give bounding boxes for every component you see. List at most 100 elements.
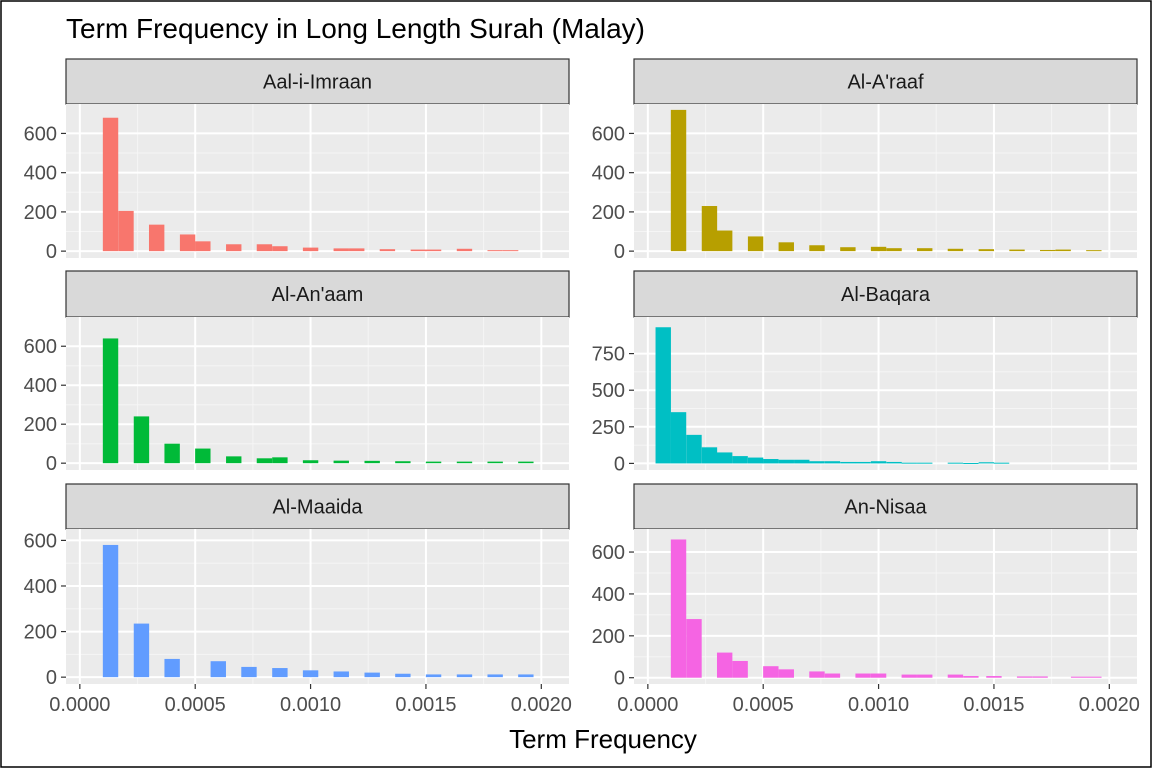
histogram-bar <box>133 623 150 678</box>
y-tick-label: 0 <box>46 241 57 263</box>
facet-panel: Al-An'aam 0 200 400 600 <box>24 270 570 475</box>
y-tick-label: 500 <box>592 380 625 402</box>
x-tick-label: 0.0005 <box>733 694 794 716</box>
y-tick-label: 750 <box>592 344 625 366</box>
histogram-bar <box>502 250 519 252</box>
histogram-bar <box>133 416 150 464</box>
histogram-bar <box>164 443 180 464</box>
facet-strip <box>633 58 1138 105</box>
histogram-bar <box>1086 676 1102 678</box>
facet-strip-label: Al-A'raaf <box>847 72 924 94</box>
y-tick-label: 250 <box>592 417 625 439</box>
histogram-bar <box>809 461 825 464</box>
facet-strip <box>65 270 570 318</box>
histogram-bar <box>917 462 933 464</box>
histogram-bar <box>978 462 995 464</box>
histogram-bar <box>364 672 380 678</box>
histogram-bar <box>701 447 718 464</box>
histogram-bar <box>349 248 365 252</box>
histogram-bar <box>901 462 917 464</box>
facet-panel: An-Nisaa 0 200 400 600 0.0000 0.0005 0.0010 0.00… <box>592 483 1140 716</box>
y-tick-label: 200 <box>592 626 625 648</box>
histogram-bar <box>487 461 503 464</box>
y-tick-label: 600 <box>592 123 625 145</box>
histogram-bar <box>425 249 442 252</box>
histogram-bar <box>102 338 119 464</box>
histogram-bar <box>379 249 396 252</box>
histogram-bar <box>487 250 503 252</box>
facet-strip <box>65 58 570 105</box>
histogram-bar <box>518 674 534 678</box>
histogram-bar <box>1055 249 1071 252</box>
histogram-bar <box>456 248 473 252</box>
histogram-bar <box>1032 676 1048 678</box>
histogram-bar <box>886 248 902 252</box>
histogram-bar <box>778 459 794 464</box>
panel-background <box>66 317 569 470</box>
facet-strip-label: Al-Maaida <box>272 497 363 519</box>
y-tick-label: 600 <box>24 123 57 145</box>
histogram-bar <box>195 241 211 252</box>
x-tick-label: 0.0000 <box>49 694 110 716</box>
y-tick-label: 0 <box>614 241 625 263</box>
x-tick-label: 0.0010 <box>280 694 341 716</box>
panel-background <box>66 529 569 684</box>
histogram-bar <box>763 666 779 678</box>
histogram-bar <box>993 462 1010 464</box>
x-tick-label: 0.0000 <box>617 694 678 716</box>
histogram-bar <box>986 676 1002 678</box>
y-tick-label: 400 <box>24 163 57 185</box>
facet-panels: Aal-i-Imraan 0 200 400 600 Al-A'raaf 0 200 400 60… <box>24 58 1140 716</box>
histogram-bar <box>456 461 473 464</box>
histogram-bar <box>917 248 933 252</box>
y-tick-label: 0 <box>614 668 625 690</box>
histogram-bar <box>763 459 779 464</box>
histogram-bar <box>302 670 319 678</box>
histogram-bar <box>747 236 764 252</box>
facet-strip-label: An-Nisaa <box>844 497 927 519</box>
histogram-bar <box>102 544 119 678</box>
y-tick-label: 600 <box>592 542 625 564</box>
histogram-bar <box>855 461 871 464</box>
y-tick-label: 0 <box>614 453 625 475</box>
histogram-bar <box>809 245 825 252</box>
histogram-bar <box>824 673 841 678</box>
histogram-bar <box>778 669 794 678</box>
histogram-bar <box>901 674 917 678</box>
histogram-bar <box>963 676 979 678</box>
facet-strip-label: Al-Baqara <box>841 284 931 306</box>
x-tick-label: 0.0020 <box>511 694 572 716</box>
chart-title: Term Frequency in Long Length Surah (Mal… <box>66 13 645 44</box>
y-tick-label: 200 <box>24 414 57 436</box>
histogram-bar <box>1009 249 1025 252</box>
y-tick-label: 400 <box>24 576 57 598</box>
histogram-bar <box>670 539 687 678</box>
histogram-bar <box>655 327 671 464</box>
histogram-bar <box>870 461 887 464</box>
histogram-bar <box>272 457 288 464</box>
histogram-bar <box>210 661 226 678</box>
facet-panel: Al-Baqara 0 250 500 750 <box>592 270 1138 475</box>
histogram-bar <box>364 460 380 464</box>
y-tick-label: 0 <box>46 453 57 475</box>
histogram-bar <box>333 460 349 464</box>
histogram-bar <box>794 459 810 464</box>
histogram-bar <box>226 244 242 252</box>
x-axis-label: Term Frequency <box>509 724 697 754</box>
histogram-bar <box>256 244 273 252</box>
histogram-bar <box>302 460 319 464</box>
panel-background <box>66 104 569 258</box>
histogram-bar <box>840 247 856 252</box>
y-tick-label: 400 <box>24 375 57 397</box>
histogram-bar <box>855 673 871 678</box>
facet-panel: Al-A'raaf 0 200 400 600 <box>592 58 1138 263</box>
y-tick-label: 200 <box>592 202 625 224</box>
histogram-bar <box>272 246 288 252</box>
histogram-bar <box>963 462 979 464</box>
y-tick-label: 600 <box>24 336 57 358</box>
histogram-bar <box>716 230 733 252</box>
y-tick-label: 0 <box>46 667 57 689</box>
x-tick-label: 0.0015 <box>963 694 1024 716</box>
histogram-bar <box>148 224 165 252</box>
